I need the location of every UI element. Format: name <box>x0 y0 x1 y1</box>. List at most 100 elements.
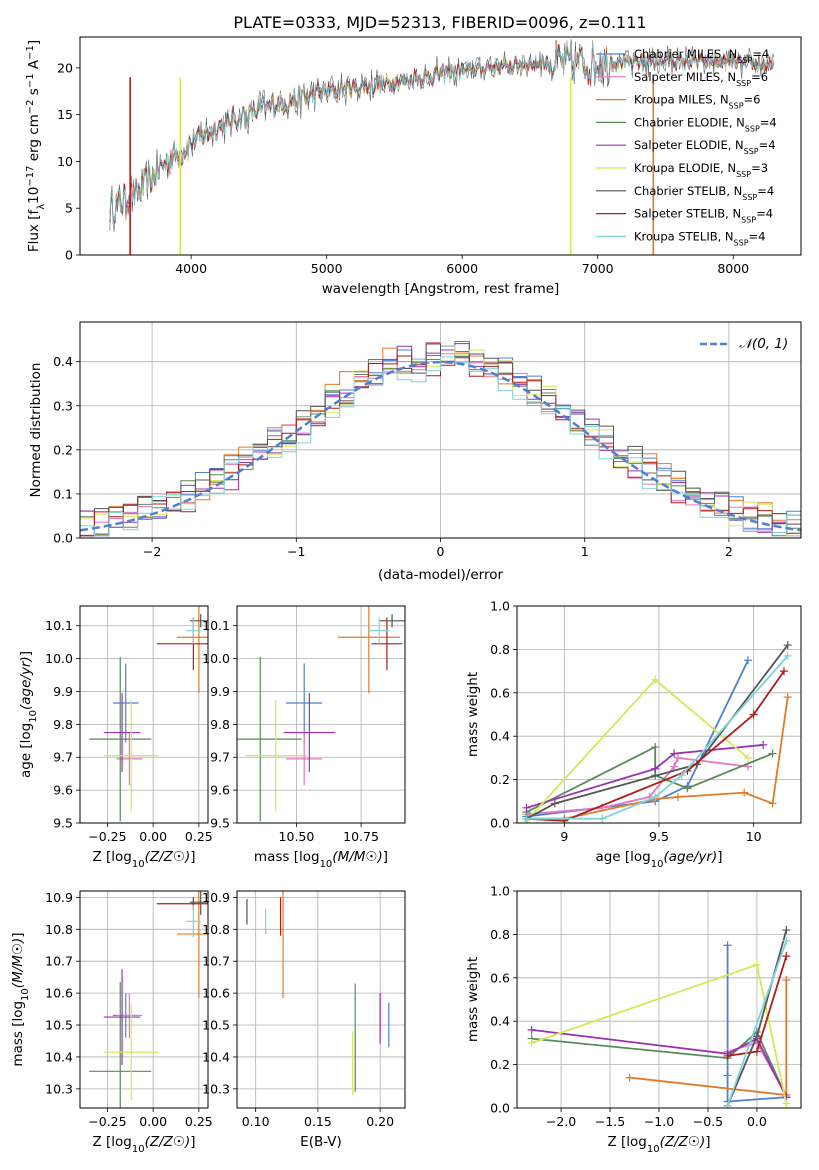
y-tick-label: 9.7 <box>53 750 73 765</box>
legend: Chabrier MILES, NSSP=4 Salpeter MILES, NS… <box>596 47 777 247</box>
axes-frame <box>79 605 209 824</box>
weight-marker <box>651 764 660 773</box>
y-tick-label: 0.8 <box>490 642 510 657</box>
y-tick-label: 10.8 <box>202 922 230 937</box>
weight-marker <box>743 753 752 762</box>
axes-frame <box>516 605 802 824</box>
x-tick-label: 4000 <box>175 261 207 276</box>
y-tick-label: 10.4 <box>202 1049 230 1064</box>
weight-marker <box>723 941 732 950</box>
y-axis-label: mass weight <box>465 672 481 757</box>
weight-marker <box>670 749 679 758</box>
y-tick-label: 9.9 <box>53 684 73 699</box>
chart-age-vs-mass: 10.50 10.75 9.5 9.6 9.7 9.8 9.9 10.0 10.1 mass [l… <box>202 605 406 870</box>
x-axis-label: mass [log10(M/M☉)] <box>254 849 388 870</box>
y-tick-label: 10.1 <box>202 618 230 633</box>
y-axis-label: mass weight <box>465 957 481 1042</box>
weight-marker <box>527 1025 536 1034</box>
weight-marker <box>749 710 758 719</box>
x-tick-label: −2 <box>143 544 161 559</box>
weight-marker <box>651 743 660 752</box>
x-tick-label: 6000 <box>446 261 478 276</box>
x-tick-label: 9.5 <box>649 829 669 844</box>
weight-marker <box>673 792 682 801</box>
x-tick-label: 2 <box>725 544 733 559</box>
weight-marker <box>782 952 791 961</box>
weight-line <box>531 1029 788 1098</box>
x-axis-label: age [log10(age/yr)] <box>595 849 722 870</box>
weight-marker <box>723 1051 732 1060</box>
legend-label: Chabrier ELODIE, NSSP=4 <box>634 115 777 132</box>
y-tick-label: 1.0 <box>490 599 510 614</box>
y-tick-label: 0.6 <box>490 685 510 700</box>
weight-marker <box>782 975 791 984</box>
y-tick-label: 15 <box>57 107 73 122</box>
legend-label: Kroupa STELIB, NSSP=4 <box>634 229 765 247</box>
x-tick-label: −0.25 <box>88 1114 126 1129</box>
weight-marker <box>723 1071 732 1080</box>
y-tick-label: 10.8 <box>45 922 73 937</box>
y-tick-label: 0.6 <box>490 970 510 985</box>
x-tick-label: 0.00 <box>139 829 167 844</box>
x-axis-label: E(B-V) <box>300 1134 342 1150</box>
x-tick-label: 9 <box>560 829 568 844</box>
y-tick-label: 9.6 <box>210 783 230 798</box>
y-tick-label: 0.8 <box>490 927 510 942</box>
weight-line <box>531 1030 788 1098</box>
y-tick-label: 9.9 <box>210 684 230 699</box>
y-tick-label: 9.6 <box>53 783 73 798</box>
x-tick-label: −0.25 <box>88 829 126 844</box>
y-tick-label: 0.3 <box>53 398 73 413</box>
spectrum-line <box>109 41 775 225</box>
weight-marker <box>743 656 752 665</box>
plot-area <box>246 891 390 1096</box>
plot-area <box>89 606 208 822</box>
plot-area <box>522 641 792 823</box>
x-tick-label: −1.0 <box>644 1114 674 1129</box>
weight-line <box>726 940 788 1107</box>
x-tick-label: 10 <box>746 829 762 844</box>
y-tick-label: 10.3 <box>45 1081 73 1096</box>
y-tick-label: 0.2 <box>490 772 510 787</box>
y-axis-label: Normed distribution <box>28 363 44 498</box>
weight-marker <box>752 960 761 969</box>
weight-marker <box>683 784 692 793</box>
y-tick-label: 10.5 <box>45 1018 73 1033</box>
legend-label: Kroupa MILES, NSSP=6 <box>634 93 760 111</box>
weight-marker <box>782 926 791 935</box>
plot-area <box>527 926 791 1108</box>
weight-marker <box>752 1047 761 1056</box>
x-tick-label: 0.25 <box>185 1114 213 1129</box>
gaussian-curve <box>80 360 801 532</box>
spectrum-line <box>109 40 775 232</box>
weight-marker <box>723 1101 732 1108</box>
y-tick-label: 10.4 <box>45 1049 73 1064</box>
y-tick-label: 10.7 <box>202 954 230 969</box>
legend-label: Chabrier STELIB, NSSP=4 <box>634 184 774 202</box>
axes-frame <box>79 321 802 539</box>
histogram-step <box>80 343 801 528</box>
y-tick-label: 10.3 <box>202 1081 230 1096</box>
weight-marker <box>673 753 682 762</box>
legend-label: Salpeter STELIB, NSSP=4 <box>634 207 773 225</box>
legend-label: Kroupa ELODIE, NSSP=3 <box>634 161 768 179</box>
x-tick-label: 0 <box>437 544 445 559</box>
x-tick-label: 7000 <box>582 261 614 276</box>
axes-frame <box>236 605 406 824</box>
x-tick-label: 10.50 <box>279 829 315 844</box>
x-tick-label: 0.20 <box>366 1114 394 1129</box>
weight-marker <box>782 936 791 945</box>
y-tick-label: 10.5 <box>202 1018 230 1033</box>
y-tick-label: 0.4 <box>490 729 510 744</box>
chart-weight-vs-Z: −2.0 −1.5 −1.0 −0.5 0.0 0.0 0.2 0.4 0.6 0.8 1.0 Z [… <box>465 884 802 1155</box>
y-tick-label: 10.9 <box>202 890 230 905</box>
x-tick-label: −1 <box>287 544 305 559</box>
x-tick-label: 0.25 <box>185 829 213 844</box>
y-tick-label: 10.6 <box>45 986 73 1001</box>
y-axis-label: age [log10(age/yr)] <box>18 651 39 778</box>
chart-mass-vs-EBV: 0.10 0.15 0.20 10.3 10.4 10.5 10.6 10.7 10.8 10.9… <box>202 890 406 1150</box>
weight-marker <box>768 799 777 808</box>
x-tick-label: 0.0 <box>747 1114 767 1129</box>
axes-frame <box>79 890 209 1109</box>
y-tick-label: 9.5 <box>210 816 230 831</box>
